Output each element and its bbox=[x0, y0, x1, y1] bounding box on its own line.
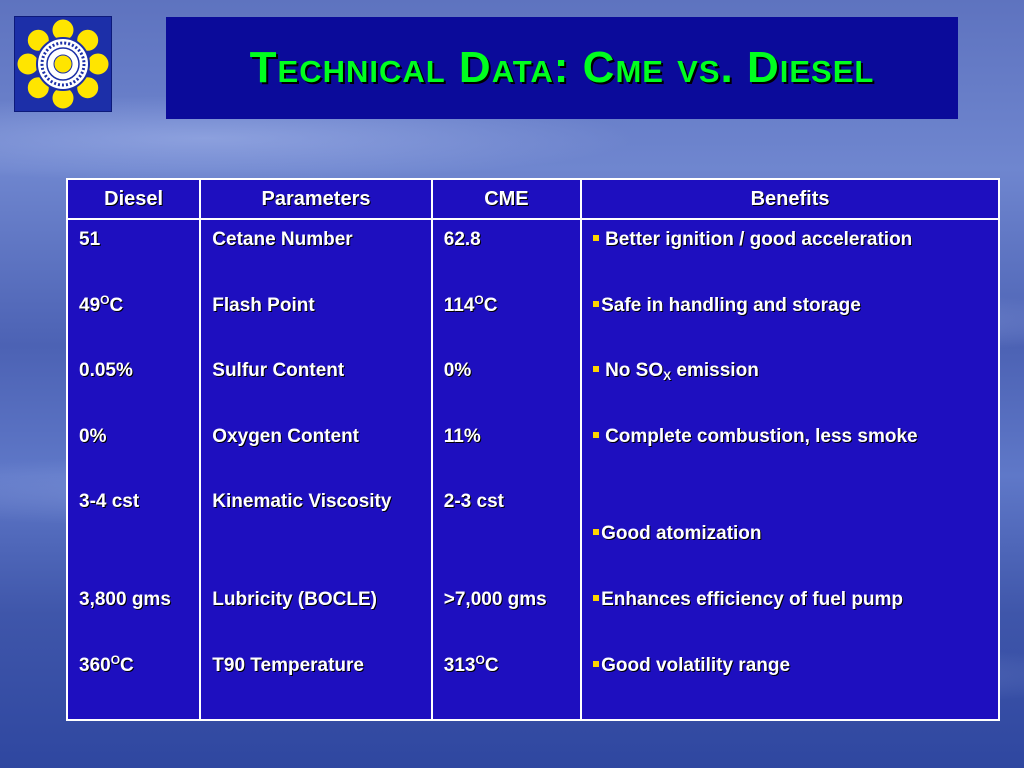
benefit-ignition: Better ignition / good acceleration bbox=[593, 228, 988, 294]
title-banner: Technical Data: Cme vs. Diesel bbox=[166, 17, 958, 119]
diesel-sulfur: 0.05% bbox=[79, 360, 133, 381]
table-header-row: Diesel Parameters CME Benefits bbox=[65, 178, 1000, 220]
header-cme: CME bbox=[430, 178, 583, 220]
param-lubricity: Lubricity (BOCLE) bbox=[212, 589, 377, 610]
benefit-combustion: Complete combustion, less smoke bbox=[593, 425, 988, 491]
cme-oxygen: 11% bbox=[443, 425, 481, 447]
param-oxygen: Oxygen Content bbox=[212, 425, 360, 447]
benefit-safety: Safe in handling and storage bbox=[593, 294, 988, 360]
diesel-cetane: 51 bbox=[79, 229, 101, 250]
slide-title: Technical Data: Cme vs. Diesel bbox=[249, 43, 875, 92]
param-flash-point: Flash Point bbox=[212, 294, 315, 316]
benefits-column: Better ignition / good acceleration Safe… bbox=[580, 218, 1000, 721]
cme-viscosity: 2-3 cst bbox=[443, 491, 504, 512]
diesel-viscosity: 3-4 cst bbox=[79, 491, 140, 512]
bullet-icon bbox=[593, 366, 600, 372]
cme-t90: 313OC bbox=[443, 652, 499, 676]
param-sulfur: Sulfur Content bbox=[212, 360, 345, 381]
bullet-icon bbox=[593, 235, 600, 241]
diesel-column: 51 49OC 0.05% 0% 3-4 cst 3,800 gms 360OC bbox=[65, 218, 202, 721]
diesel-flash-point: 49OC bbox=[79, 292, 124, 316]
diesel-oxygen: 0% bbox=[79, 425, 107, 447]
cme-column: 62.8 114OC 0% 11% 2-3 cst >7,000 gms 313… bbox=[430, 218, 583, 721]
benefit-atomization: Good atomization bbox=[593, 490, 988, 588]
bullet-icon bbox=[593, 431, 600, 438]
parameters-column: Cetane Number Flash Point Sulfur Content… bbox=[199, 218, 433, 721]
cme-flash-point: 114OC bbox=[443, 292, 498, 316]
diesel-lubricity: 3,800 gms bbox=[79, 589, 171, 610]
comparison-table: Diesel Parameters CME Benefits 51 49OC 0… bbox=[65, 178, 1000, 721]
benefit-volatility: Good volatility range bbox=[593, 654, 988, 720]
param-cetane: Cetane Number bbox=[212, 229, 353, 250]
cme-lubricity: >7,000 gms bbox=[443, 589, 547, 610]
bullet-icon bbox=[593, 529, 600, 535]
benefit-sox: No SOX emission bbox=[593, 359, 988, 425]
param-viscosity: Kinematic Viscosity bbox=[212, 491, 392, 512]
param-t90: T90 Temperature bbox=[212, 654, 364, 676]
header-benefits: Benefits bbox=[580, 178, 1000, 220]
sun-seal-icon bbox=[16, 18, 110, 110]
table-body-row: 51 49OC 0.05% 0% 3-4 cst 3,800 gms 360OC… bbox=[65, 218, 1000, 721]
bullet-icon bbox=[593, 300, 600, 307]
bullet-icon bbox=[593, 660, 600, 667]
header-diesel: Diesel bbox=[65, 178, 202, 220]
benefit-fuel-pump: Enhances efficiency of fuel pump bbox=[593, 588, 988, 654]
diesel-t90: 360OC bbox=[79, 652, 134, 676]
department-seal-logo bbox=[14, 16, 112, 112]
bullet-icon bbox=[593, 595, 600, 601]
cme-cetane: 62.8 bbox=[443, 229, 481, 250]
cme-sulfur: 0% bbox=[443, 360, 472, 381]
header-parameters: Parameters bbox=[199, 178, 433, 220]
